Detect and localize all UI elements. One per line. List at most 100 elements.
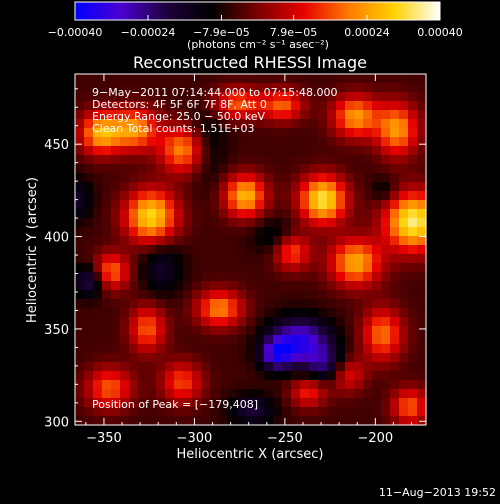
heatmap-cell	[345, 398, 355, 408]
heatmap-cell	[228, 308, 238, 318]
heatmap-cell	[120, 182, 130, 192]
heatmap-cell	[75, 209, 85, 219]
chart-title: Reconstructed RHESSI Image	[133, 53, 367, 72]
heatmap-cell	[120, 245, 130, 255]
heatmap-cell	[192, 344, 202, 354]
heatmap-cell	[237, 218, 247, 228]
heatmap-cell	[282, 146, 292, 156]
heatmap-cell	[381, 362, 391, 372]
heatmap-cell	[75, 119, 85, 129]
heatmap-cell	[246, 209, 256, 219]
heatmap-cell	[237, 353, 247, 363]
heatmap-cell	[336, 263, 346, 273]
heatmap-cell	[354, 236, 364, 246]
heatmap-cell	[273, 344, 283, 354]
heatmap-cell	[354, 272, 364, 282]
heatmap-cell	[156, 326, 166, 336]
heatmap-cell	[363, 236, 373, 246]
heatmap-cell	[192, 200, 202, 210]
heatmap-cell	[93, 299, 103, 309]
heatmap-cell	[219, 236, 229, 246]
heatmap-cell	[327, 362, 337, 372]
heatmap-cell	[354, 398, 364, 408]
heatmap-cell	[417, 92, 427, 102]
heatmap-cell	[120, 272, 130, 282]
heatmap-cell	[255, 254, 265, 264]
heatmap-cell	[201, 182, 211, 192]
heatmap-cell	[417, 83, 427, 93]
heatmap-cell	[363, 137, 373, 147]
heatmap-cell	[120, 335, 130, 345]
heatmap-cell	[138, 272, 148, 282]
heatmap-cell	[291, 182, 301, 192]
heatmap-cell	[381, 110, 391, 120]
heatmap-cell	[102, 191, 112, 201]
heatmap-cell	[174, 209, 184, 219]
colorbar-frame	[74, 1, 441, 21]
heatmap-cell	[255, 272, 265, 282]
heatmap-cell	[129, 317, 139, 327]
heatmap-cell	[147, 398, 157, 408]
heatmap-cell	[246, 218, 256, 228]
heatmap-cell	[219, 326, 229, 336]
heatmap-cell	[147, 272, 157, 282]
heatmap-cell	[138, 263, 148, 273]
heatmap-cell	[93, 362, 103, 372]
heatmap-cell	[309, 245, 319, 255]
heatmap-cell	[183, 326, 193, 336]
heatmap-cell	[129, 200, 139, 210]
heatmap-cell	[237, 308, 247, 318]
heatmap-cell	[93, 236, 103, 246]
heatmap-cell	[354, 101, 364, 111]
heatmap-cell	[210, 128, 220, 138]
heatmap-cell	[282, 398, 292, 408]
heatmap-cell	[291, 389, 301, 399]
heatmap-cell	[372, 209, 382, 219]
heatmap-cell	[345, 281, 355, 291]
heatmap-cell	[381, 299, 391, 309]
heatmap-cell	[363, 416, 373, 426]
heatmap-cell	[255, 371, 265, 381]
heatmap-cell	[291, 200, 301, 210]
heatmap-cell	[183, 308, 193, 318]
heatmap-cell	[219, 182, 229, 192]
heatmap-cell	[318, 182, 328, 192]
heatmap-cell	[264, 353, 274, 363]
heatmap-cell	[183, 245, 193, 255]
heatmap-cell	[264, 299, 274, 309]
heatmap-cell	[327, 407, 337, 417]
heatmap-cell	[120, 101, 130, 111]
heatmap-cell	[201, 155, 211, 165]
heatmap-cell	[237, 416, 247, 426]
heatmap-cell	[372, 389, 382, 399]
annotation-block: 9−May−2011 07:14:44.000 to 07:15:48.000 …	[92, 86, 338, 135]
heatmap-cell	[120, 416, 130, 426]
heatmap-cell	[336, 74, 346, 84]
heatmap-cell	[219, 191, 229, 201]
heatmap-cell	[327, 371, 337, 381]
heatmap-cell	[75, 398, 85, 408]
heatmap-cell	[246, 380, 256, 390]
heatmap-cell	[363, 308, 373, 318]
heatmap-cell	[165, 182, 175, 192]
heatmap-cell	[237, 74, 247, 84]
heatmap-cell	[327, 119, 337, 129]
heatmap-cell	[255, 344, 265, 354]
heatmap-cell	[282, 281, 292, 291]
heatmap-cell	[75, 416, 85, 426]
heatmap-cell	[138, 200, 148, 210]
heatmap-cell	[417, 263, 427, 273]
heatmap-cell	[210, 389, 220, 399]
heatmap-cell	[390, 155, 400, 165]
heatmap-cell	[381, 317, 391, 327]
heatmap-cell	[102, 416, 112, 426]
heatmap-cell	[165, 155, 175, 165]
heatmap-cell	[372, 146, 382, 156]
heatmap-cell	[318, 407, 328, 417]
heatmap-cell	[327, 398, 337, 408]
heatmap-cell	[408, 110, 418, 120]
heatmap-cell	[147, 173, 157, 183]
heatmap-cell	[75, 272, 85, 282]
heatmap-cell	[129, 74, 139, 84]
